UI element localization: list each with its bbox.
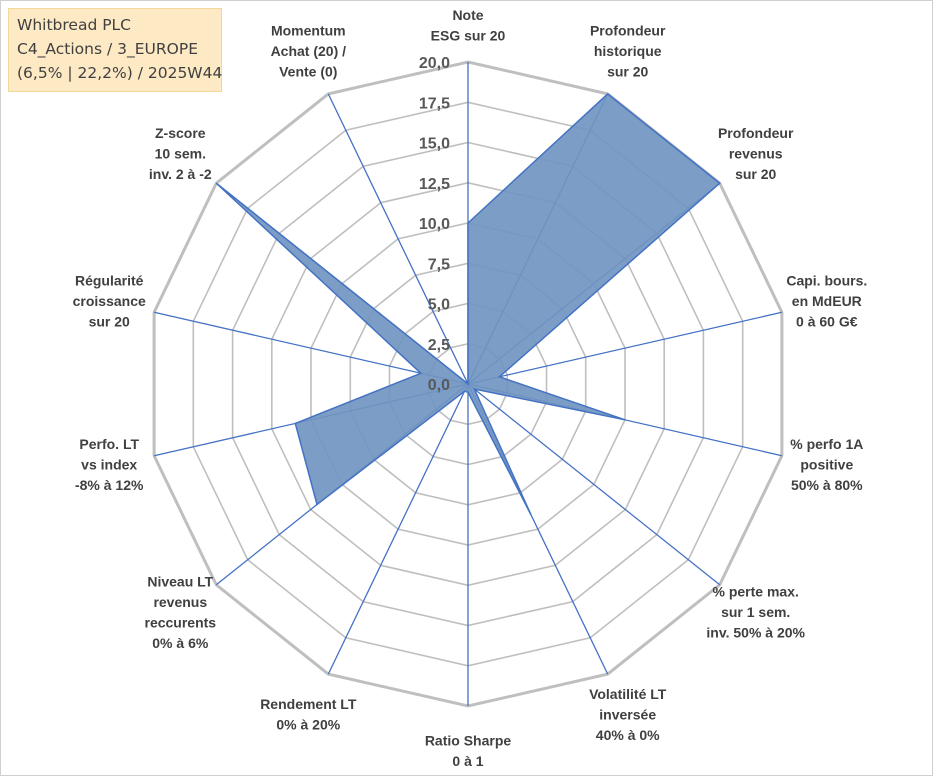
axis-label-line: 0% à 20% (276, 717, 340, 733)
axis-label-line: 40% à 0% (596, 727, 660, 743)
axis-label-line: Niveau LT (147, 573, 213, 589)
axis-label-line: ESG sur 20 (431, 28, 506, 44)
axis-label-line: Perfo. LT (79, 436, 139, 452)
axis-label-line: historique (594, 43, 662, 59)
axis-label-line: sur 20 (89, 313, 130, 329)
axis-label: Rendement LT 0% à 20% (260, 696, 357, 733)
axis-label: Profondeur historique sur 20 (590, 23, 666, 80)
axis-label-line: Capi. bours. (786, 272, 867, 288)
axis-label-line: Note (452, 7, 483, 23)
axis-label: Capi. bours. en MdEUR 0 à 60 G€ (786, 272, 867, 329)
axis-label-line: Vente (0) (279, 64, 337, 80)
axis-label-line: Volatilité LT (589, 686, 667, 702)
tick-label: 15,0 (419, 136, 450, 153)
axis-label-line: % perfo 1A (790, 436, 863, 452)
tick-layer: 0,0 2,5 5,0 7,5 10,0 12,5 15,0 17,5 20,0 (419, 55, 450, 394)
axis-label-line: inv. 50% à 20% (706, 625, 805, 641)
axis-label: % perfo 1A positive 50% à 80% (790, 436, 863, 493)
axis-label-line: 0% à 6% (152, 635, 209, 651)
axis-label-line: 0 à 60 G€ (796, 313, 858, 329)
axis-label-line: Achat (20) / (271, 43, 347, 59)
axis-label: Momentum Achat (20) / Vente (0) (271, 23, 347, 80)
tick-label: 7,5 (428, 256, 450, 273)
axis-label-line: -8% à 12% (75, 477, 144, 493)
series-layer (215, 92, 721, 515)
axis-label: Volatilité LT inversée 40% à 0% (589, 686, 667, 743)
axis-label-line: sur 20 (735, 166, 776, 182)
tick-label: 17,5 (419, 95, 450, 112)
axis-label-line: 0 à 1 (452, 753, 483, 769)
axis-label: Z-score 10 sem. inv. 2 à -2 (149, 125, 212, 182)
axis-label-line: reccurents (145, 614, 217, 630)
axis-label-line: positive (800, 457, 853, 473)
axis-label-line: croissance (73, 293, 146, 309)
axis-label-line: inv. 2 à -2 (149, 166, 212, 182)
axis-label-line: inversée (599, 706, 656, 722)
axis-spoke (327, 383, 469, 675)
info-company: Whitbread PLC (17, 16, 132, 34)
axis-label-line: 10 sem. (155, 145, 206, 161)
info-category: C4_Actions / 3_EUROPE (17, 40, 198, 58)
axis-label: % perte max. sur 1 sem. inv. 50% à 20% (706, 584, 805, 641)
axis-spoke (153, 311, 469, 385)
label-layer: Note ESG sur 20 Profondeur historique sur 20… (73, 7, 868, 769)
axis-label-line: en MdEUR (792, 293, 862, 309)
axis-label-line: revenus (729, 145, 783, 161)
axis-label-line: sur 1 sem. (721, 604, 790, 620)
axis-label: Niveau LT revenus reccurents 0% à 6% (145, 573, 217, 651)
axis-label: Ratio Sharpe 0 à 1 (425, 733, 512, 770)
tick-label: 5,0 (428, 297, 450, 314)
axis-spoke (467, 383, 721, 586)
axis-label-line: % perte max. (713, 584, 799, 600)
info-period: (6,5% | 22,2%) / 2025W44 (17, 64, 223, 82)
tick-label: 12,5 (419, 176, 450, 193)
axis-label-line: sur 20 (607, 64, 648, 80)
axis-label-line: Rendement LT (260, 696, 357, 712)
axis-label: Régularité croissance sur 20 (73, 272, 146, 329)
tick-label: 2,5 (428, 337, 450, 354)
axis-label: Perfo. LT vs index -8% à 12% (75, 436, 144, 493)
axis-label-line: Profondeur (590, 23, 666, 39)
axis-label-line: Profondeur (718, 125, 794, 141)
axis-label-line: Régularité (75, 272, 144, 288)
axis-spoke (467, 311, 783, 385)
axis-label-line: vs index (81, 457, 137, 473)
axis-spoke (327, 93, 469, 385)
axis-label-line: Z-score (155, 125, 206, 141)
axis-label-line: 50% à 80% (791, 477, 863, 493)
axis-label-line: Momentum (271, 23, 346, 39)
series-area (215, 92, 721, 515)
axis-label-line: Ratio Sharpe (425, 733, 512, 749)
tick-label: 0,0 (428, 377, 450, 394)
axis-label-line: revenus (153, 594, 207, 610)
info-box: Whitbread PLC C4_Actions / 3_EUROPE (6,5… (8, 8, 222, 92)
axis-label: Note ESG sur 20 (431, 7, 506, 44)
tick-label: 10,0 (419, 216, 450, 233)
tick-label: 20,0 (419, 55, 450, 72)
axis-label: Profondeur revenus sur 20 (718, 125, 794, 182)
